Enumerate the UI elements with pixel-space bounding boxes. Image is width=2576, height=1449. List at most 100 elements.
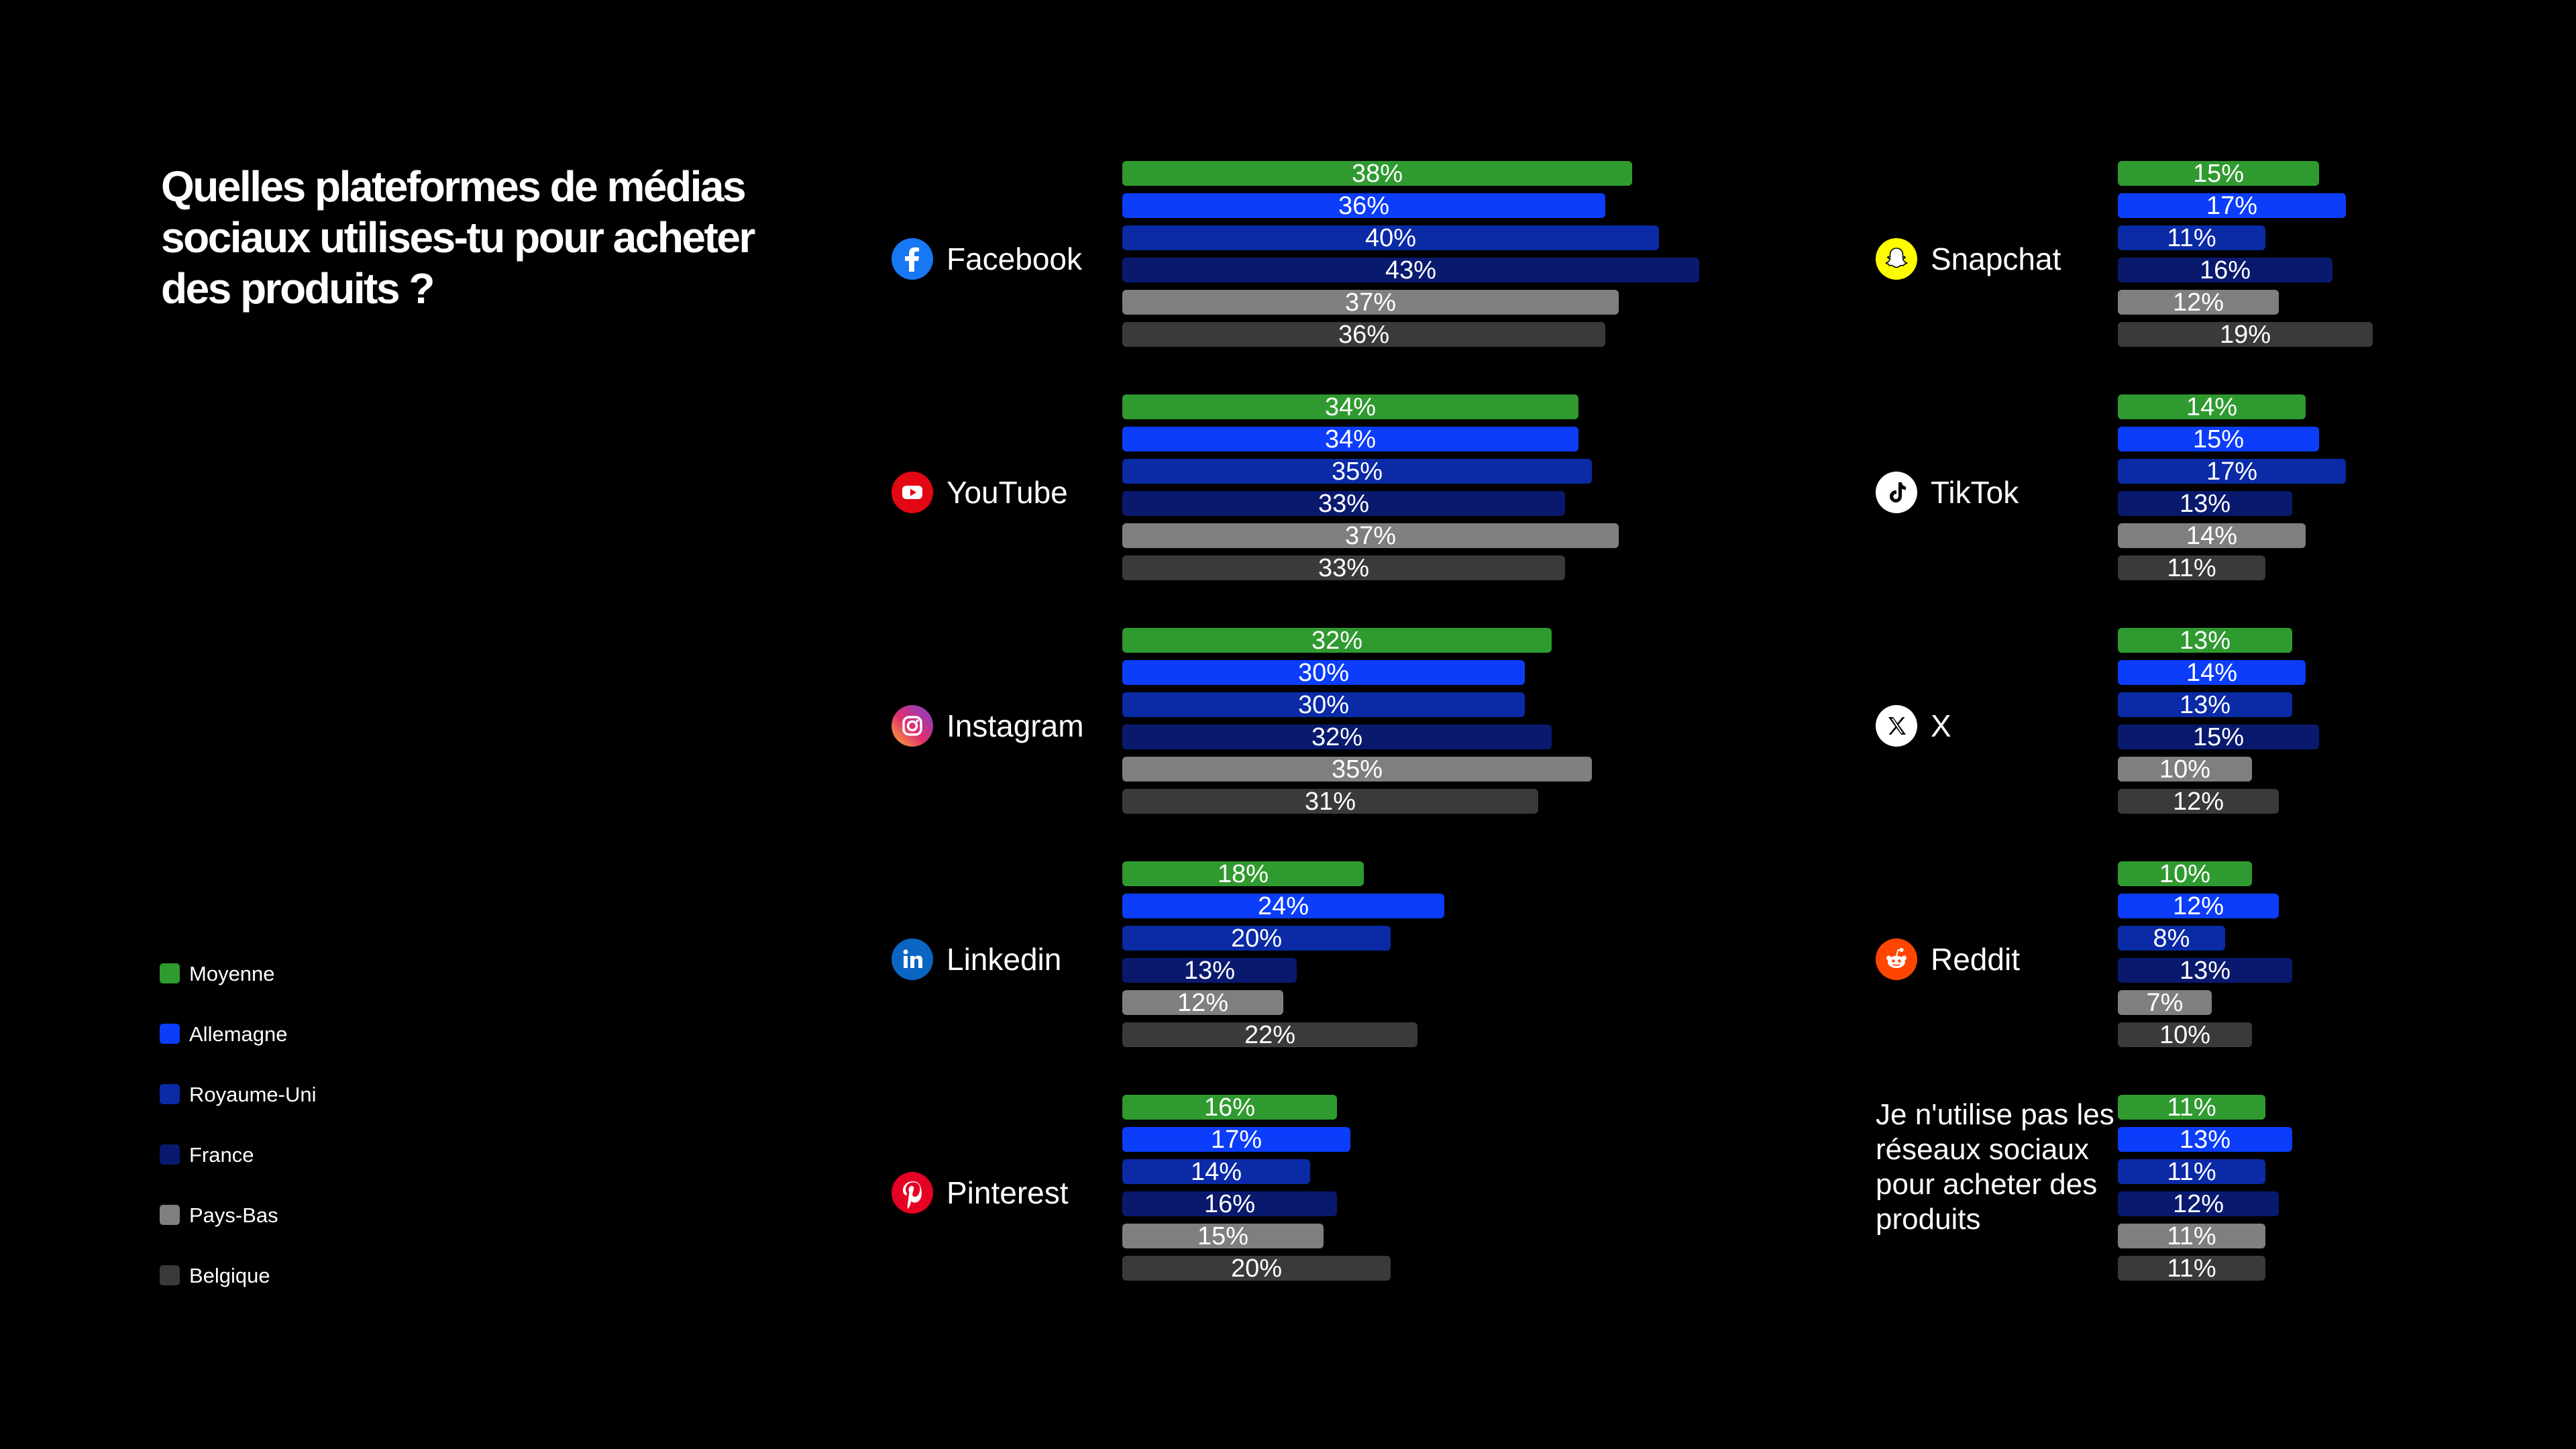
platform-label: Facebook [892,237,1082,280]
instagram-icon [892,705,933,747]
bar-belgique [2118,322,2373,347]
x-icon [1876,705,1917,747]
bar-france [1122,958,1297,983]
bar-moyenne [1122,1095,1337,1120]
bar-value-label: 19% [2219,321,2271,349]
bar-france [1122,258,1699,282]
platform-label: Linkedin [892,938,1061,981]
bar-france [2118,491,2292,516]
bar-value-label: 37% [1344,288,1397,317]
bar-value-label: 13% [2179,1126,2231,1154]
bar-value-label: 24% [1257,892,1309,920]
bar-value-label: 8% [2153,924,2190,953]
bar-value-label: 30% [1297,691,1350,719]
platform-name: Linkedin [947,942,1062,977]
bar-royaume-uni [1122,225,1659,250]
platform-name: YouTube [947,475,1068,510]
bar-value-label: 36% [1338,192,1390,220]
bar-value-label: 11% [2167,1158,2216,1186]
bar-moyenne [1122,161,1632,186]
platform-name: X [1931,708,1951,743]
bar-pays-bas [1122,757,1592,782]
platform-name: Snapchat [1931,241,2061,276]
bar-value-label: 35% [1331,755,1383,784]
bar-belgique [2118,1022,2252,1047]
bar-value-label: 15% [2192,723,2245,751]
bar-value-label: 13% [2179,691,2231,719]
bar-pays-bas [2118,757,2252,782]
bar-royaume-uni [1122,926,1391,951]
legend-swatch [160,1084,180,1104]
legend-label: Moyenne [189,962,275,985]
chart-title: Quelles plateformes de médias sociaux ut… [161,162,755,313]
bar-allemagne [1122,427,1578,451]
platform-label: TikTok [1876,471,2019,514]
bar-belgique [1122,1256,1391,1281]
bar-value-label: 32% [1311,627,1363,655]
bar-belgique [1122,1022,1417,1047]
bar-allemagne [1122,894,1444,918]
bar-pays-bas [1122,1224,1324,1248]
bar-value-label: 14% [1190,1158,1242,1186]
bar-royaume-uni [2118,225,2265,250]
bar-value-label: 15% [2192,425,2245,453]
bar-pays-bas [1122,523,1619,548]
bar-allemagne [2118,660,2306,685]
bar-value-label: 15% [2192,160,2245,188]
bar-value-label: 18% [1217,860,1269,888]
bar-value-label: 37% [1344,522,1397,550]
platform-name: Je n'utilise pas les réseaux sociaux pou… [1876,1098,2114,1236]
bar-pays-bas [1122,290,1619,315]
legend-swatch [160,1024,180,1044]
bar-value-label: 40% [1364,224,1417,252]
platform-label: X [1876,704,1951,747]
platform-label: Snapchat [1876,237,2061,280]
bar-value-label: 36% [1338,321,1390,349]
bar-moyenne [1122,628,1552,653]
bar-france [2118,724,2319,749]
bar-moyenne [2118,628,2292,653]
bar-moyenne [1122,861,1364,886]
bar-royaume-uni [2118,926,2225,951]
bar-value-label: 20% [1230,1254,1283,1283]
bar-royaume-uni [2118,1159,2265,1184]
bar-value-label: 13% [2179,490,2231,518]
bar-allemagne [2118,193,2346,218]
legend-label: Belgique [189,1264,270,1287]
bar-pays-bas [2118,523,2306,548]
reddit-icon [1876,938,1917,980]
legend-label: Pays-Bas [189,1203,278,1227]
bar-value-label: 14% [2186,659,2238,687]
bar-value-label: 31% [1304,788,1356,816]
bar-value-label: 7% [2146,989,2184,1017]
bar-allemagne [2118,427,2319,451]
platform-name: Facebook [947,241,1083,276]
bar-belgique [1122,555,1565,580]
bar-value-label: 35% [1331,458,1383,486]
bar-royaume-uni [1122,692,1525,717]
tiktok-icon [1876,472,1917,513]
pinterest-icon [892,1172,933,1214]
bar-allemagne [1122,193,1605,218]
bar-royaume-uni [1122,1159,1310,1184]
bar-france [2118,1191,2279,1216]
bar-value-label: 11% [2167,1254,2216,1283]
bar-value-label: 14% [2186,522,2238,550]
legend-label: France [189,1143,254,1167]
legend-swatch [160,963,180,983]
bar-royaume-uni [2118,692,2292,717]
bar-allemagne [2118,894,2279,918]
bar-moyenne [2118,1095,2265,1120]
bar-value-label: 30% [1297,659,1350,687]
bar-allemagne [2118,1127,2292,1152]
bar-value-label: 43% [1385,256,1437,284]
bar-value-label: 34% [1324,425,1377,453]
bar-belgique [1122,322,1605,347]
bar-value-label: 33% [1318,490,1370,518]
bar-value-label: 12% [2172,288,2224,317]
legend-swatch [160,1205,180,1225]
bar-moyenne [2118,861,2252,886]
bar-france [2118,958,2292,983]
bar-royaume-uni [2118,459,2346,484]
